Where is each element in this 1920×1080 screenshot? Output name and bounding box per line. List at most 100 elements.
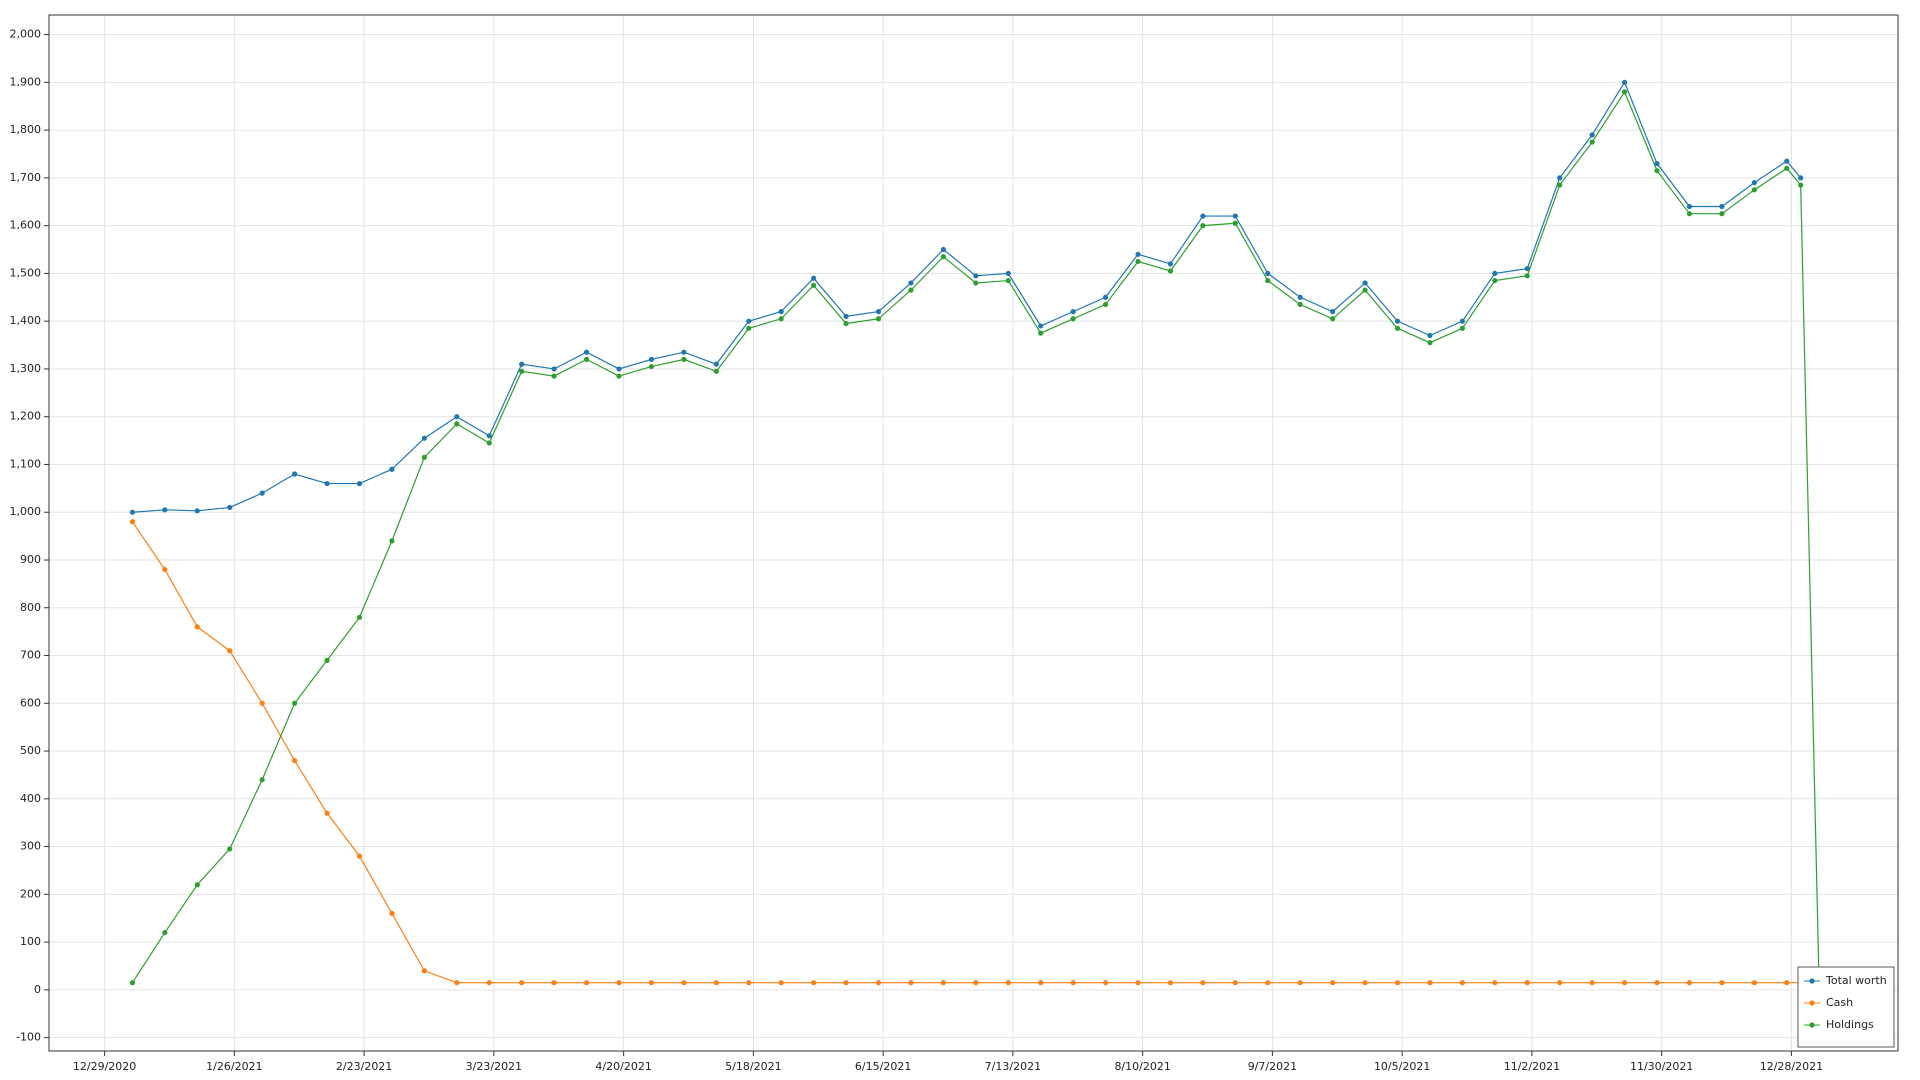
data-point [1362, 287, 1368, 293]
x-tick-label: 12/28/2021 [1760, 1060, 1823, 1073]
data-point [713, 980, 719, 986]
data-point [843, 320, 849, 327]
data-point [194, 882, 200, 888]
data-point [1686, 203, 1693, 210]
data-point [1459, 980, 1465, 986]
data-point [1102, 294, 1109, 300]
data-point [875, 316, 882, 322]
data-point [551, 366, 557, 372]
data-point [486, 440, 492, 446]
data-point [519, 980, 525, 986]
data-point [648, 980, 655, 986]
data-point [778, 316, 784, 322]
data-point [1135, 251, 1141, 257]
data-point [1038, 980, 1044, 986]
data-point [1784, 980, 1790, 986]
data-point [811, 282, 817, 288]
data-point [421, 968, 427, 974]
y-tick-label: 600 [20, 696, 41, 709]
data-point [292, 757, 298, 764]
legend-marker [1809, 1022, 1815, 1028]
data-point [1297, 980, 1303, 986]
y-tick-label: 1,200 [10, 410, 42, 423]
data-point [746, 325, 752, 331]
y-tick-label: 1,400 [10, 314, 42, 327]
data-point [259, 700, 265, 706]
x-tick-label: 11/30/2021 [1630, 1060, 1693, 1073]
data-point [973, 980, 979, 986]
legend-marker [1809, 978, 1815, 984]
data-point [194, 508, 200, 514]
data-point [1135, 980, 1141, 986]
data-point [1394, 980, 1401, 986]
data-point [1751, 187, 1757, 193]
data-point [1621, 89, 1628, 95]
data-point [1784, 165, 1790, 171]
data-point [778, 309, 784, 315]
data-point [227, 846, 233, 852]
y-tick-label: 1,800 [10, 123, 42, 136]
y-tick-label: 700 [20, 649, 41, 662]
x-tick-label: 5/18/2021 [725, 1060, 781, 1073]
y-tick-label: 100 [20, 935, 41, 948]
data-point [681, 356, 687, 362]
data-point [162, 507, 168, 513]
y-tick-label: 200 [20, 887, 41, 900]
x-tick-label: 6/15/2021 [855, 1060, 911, 1073]
data-point [1135, 258, 1141, 265]
data-point [1427, 340, 1433, 346]
legend-label: Cash [1826, 996, 1853, 1009]
data-point [1394, 318, 1401, 324]
data-point [129, 980, 136, 986]
data-point [1297, 294, 1303, 300]
data-point [1719, 980, 1725, 986]
data-point [389, 466, 395, 472]
data-point [227, 648, 233, 654]
y-tick-label: 500 [20, 744, 41, 757]
data-point [421, 454, 427, 460]
data-point [389, 538, 395, 544]
data-point [746, 980, 752, 986]
data-point [778, 980, 784, 986]
data-point [1167, 268, 1174, 274]
x-tick-label: 2/23/2021 [336, 1060, 392, 1073]
data-point [292, 471, 298, 477]
data-point [1589, 139, 1595, 145]
plot-area [49, 15, 1898, 1051]
data-point [1200, 980, 1206, 986]
data-point [1297, 301, 1303, 308]
data-point [811, 275, 817, 281]
data-point [259, 777, 265, 783]
data-point [1492, 980, 1498, 986]
data-point [940, 246, 946, 253]
data-point [324, 810, 330, 816]
data-point [454, 980, 460, 986]
y-tick-label: 1,100 [10, 457, 42, 470]
data-point [1784, 158, 1790, 164]
data-point [356, 614, 363, 620]
data-point [1005, 277, 1011, 284]
data-point [843, 313, 849, 319]
data-point [389, 910, 395, 917]
data-point [1557, 182, 1563, 188]
data-point [454, 421, 460, 427]
data-point [1330, 309, 1336, 315]
data-point [908, 280, 914, 286]
y-tick-label: 0 [34, 983, 41, 996]
data-point [875, 980, 882, 986]
data-point [1654, 168, 1660, 174]
data-point [1492, 270, 1498, 277]
data-point [973, 280, 979, 286]
data-point [356, 853, 363, 859]
data-point [1751, 180, 1757, 186]
data-point [1427, 332, 1433, 339]
data-point [1330, 980, 1336, 986]
data-point [908, 287, 914, 293]
x-tick-label: 12/29/2020 [73, 1060, 136, 1073]
data-point [1070, 316, 1076, 322]
data-point [1621, 79, 1628, 85]
data-point [1798, 182, 1804, 188]
x-tick-label: 11/2/2021 [1504, 1060, 1560, 1073]
data-point [843, 980, 849, 986]
x-tick-label: 3/23/2021 [466, 1060, 522, 1073]
